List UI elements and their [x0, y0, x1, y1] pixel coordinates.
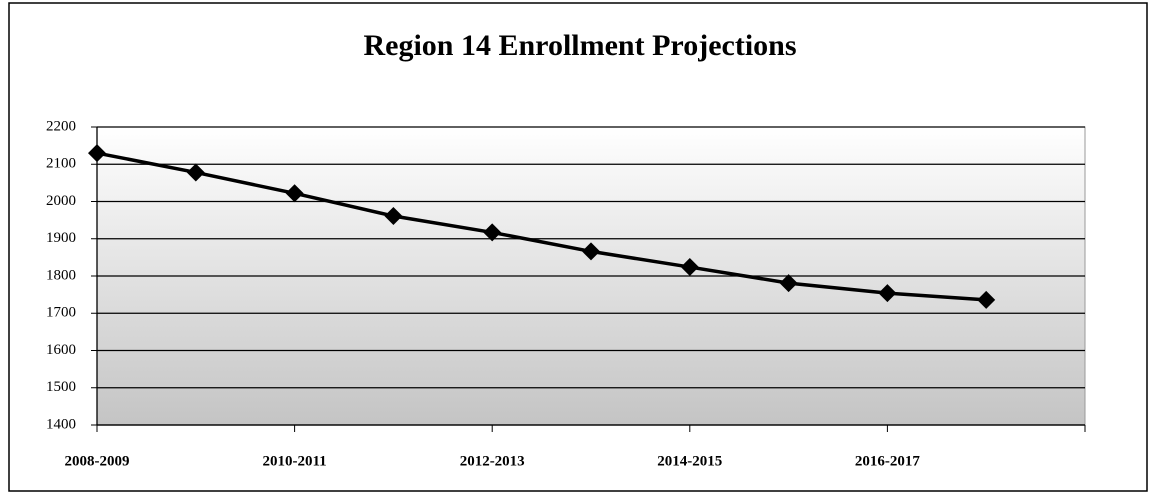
y-tick-label: 1600	[46, 342, 76, 358]
marker	[384, 207, 403, 226]
y-tick-label: 1900	[46, 230, 76, 246]
y-tick-label: 1800	[46, 267, 76, 283]
y-tick-label: 2100	[46, 156, 76, 172]
marker	[779, 274, 798, 293]
marker	[582, 242, 600, 261]
x-tick-label: 2008-2009	[65, 453, 130, 469]
x-tick-label: 2016-2017	[855, 453, 920, 469]
marker	[88, 144, 106, 163]
marker	[977, 290, 996, 309]
x-tick-label: 2012-2013	[460, 453, 525, 469]
y-tick-label: 1400	[46, 416, 76, 432]
marker	[483, 223, 502, 242]
series-line	[96, 151, 987, 302]
y-tick-label: 1500	[46, 379, 76, 395]
marker	[878, 284, 897, 303]
chart-title: Region 14 Enrollment Projections	[363, 29, 796, 62]
marker	[186, 163, 205, 182]
x-tick-label: 2010-2011	[263, 453, 327, 469]
y-tick-label: 2000	[46, 193, 76, 209]
x-tick-label: 2014-2015	[657, 453, 722, 469]
marker	[285, 184, 304, 203]
y-tick-label: 1700	[46, 305, 76, 321]
y-tick-label: 2200	[46, 118, 76, 134]
marker	[680, 258, 699, 277]
